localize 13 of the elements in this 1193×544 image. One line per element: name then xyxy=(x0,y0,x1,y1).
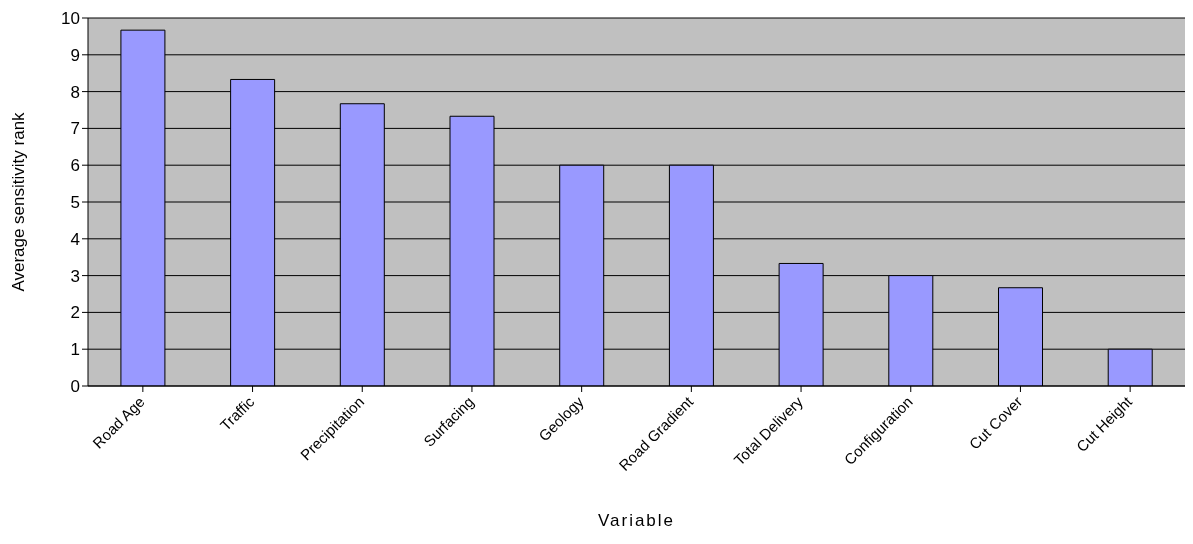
y-axis-title: Average sensitivity rank xyxy=(9,111,29,292)
y-tick-label: 5 xyxy=(70,193,80,213)
y-tick-label: 9 xyxy=(70,45,80,65)
y-tick-label: 8 xyxy=(70,82,80,102)
y-tick-label: 2 xyxy=(70,303,80,323)
y-tick-label: 4 xyxy=(70,229,80,249)
y-tick-label: 0 xyxy=(70,377,80,397)
y-tick-label: 3 xyxy=(70,266,80,286)
y-tick-label: 7 xyxy=(70,119,80,139)
x-axis-title: Variable xyxy=(597,511,676,530)
y-tick-label: 1 xyxy=(70,340,80,360)
y-tick-label: 10 xyxy=(61,9,80,29)
y-tick-label: 6 xyxy=(70,156,80,176)
